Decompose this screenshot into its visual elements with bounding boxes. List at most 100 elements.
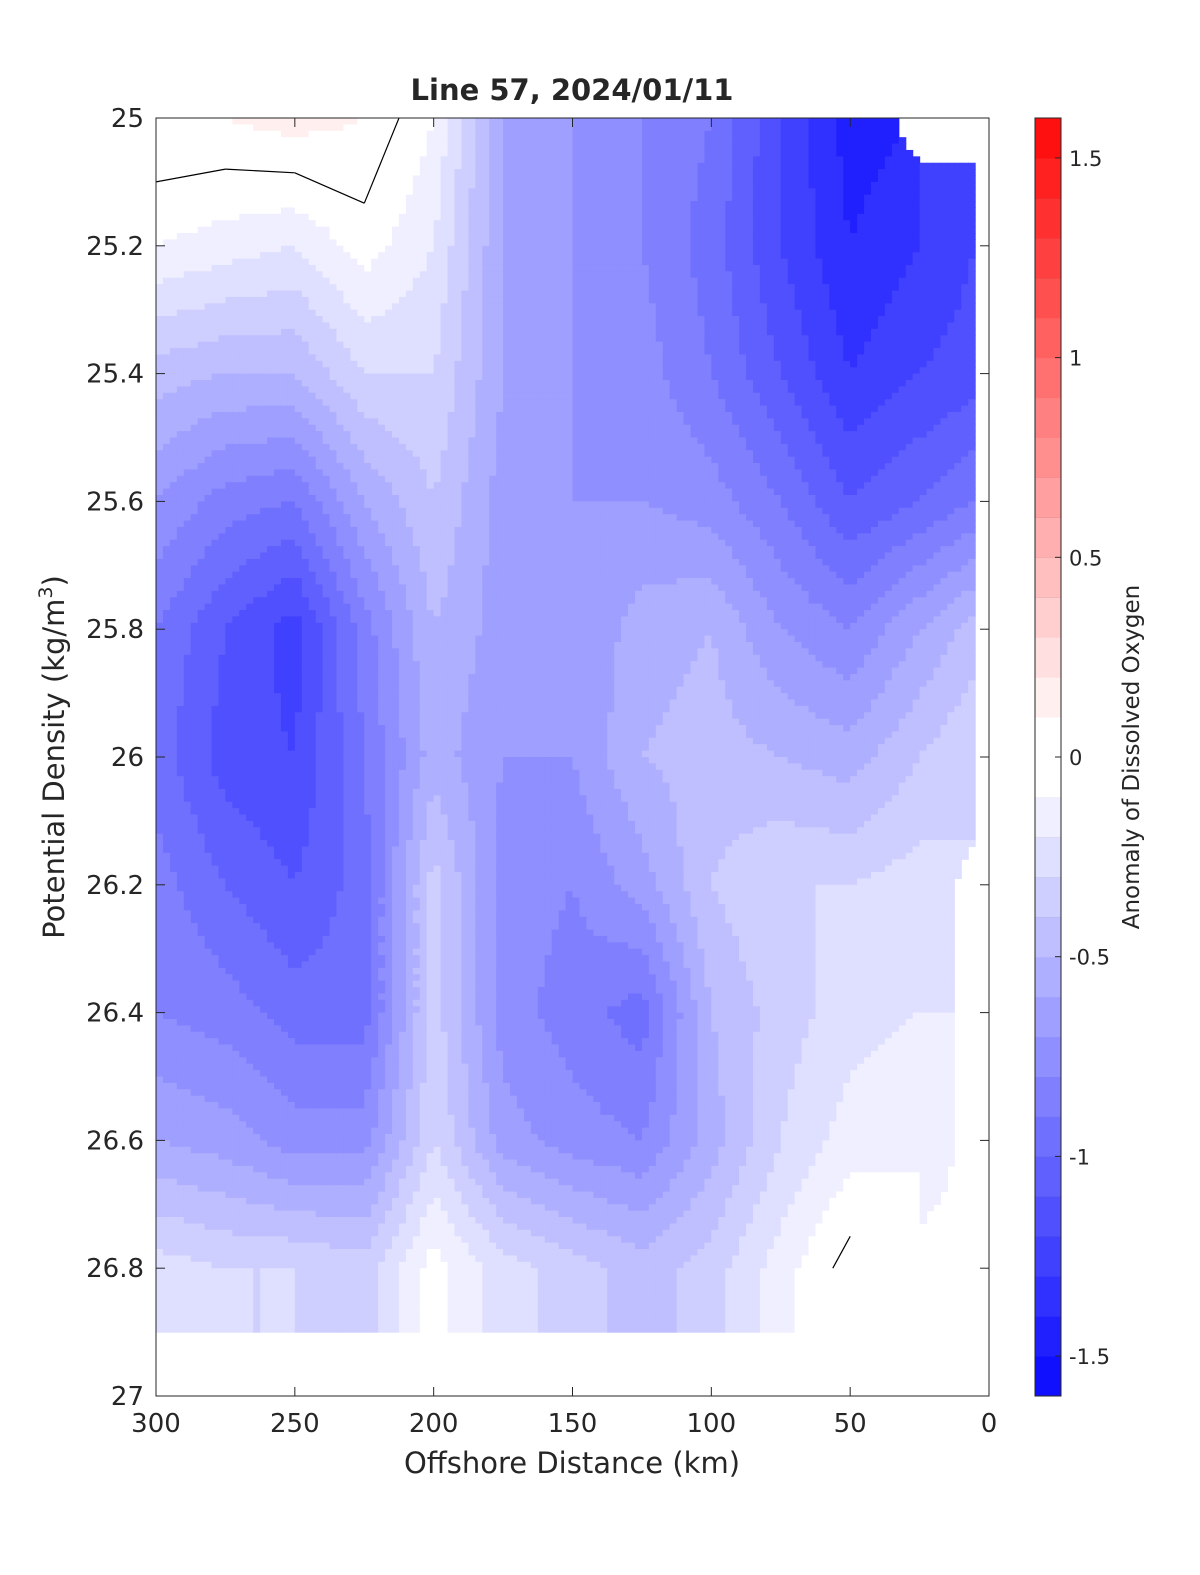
contour-cell <box>448 310 456 317</box>
contour-cell <box>510 246 518 253</box>
contour-cell <box>260 124 268 131</box>
contour-cell <box>836 169 844 176</box>
contour-cell <box>489 201 497 208</box>
contour-cell <box>545 348 553 355</box>
contour-cell <box>191 380 199 387</box>
contour-cell <box>628 278 636 285</box>
contour-cell <box>420 163 428 170</box>
contour-cell <box>239 303 247 310</box>
contour-cell <box>829 303 837 310</box>
contour-cell <box>420 367 428 374</box>
contour-cell <box>559 316 567 323</box>
contour-cell <box>961 342 969 349</box>
contour-cell <box>635 316 643 323</box>
contour-cell <box>420 118 428 125</box>
contour-cell <box>947 169 955 176</box>
contour-cell <box>670 380 678 387</box>
contour-cell <box>260 182 268 189</box>
contour-cell <box>295 252 303 259</box>
contour-cell <box>177 188 185 195</box>
contour-cell <box>760 124 768 131</box>
contour-cell <box>871 246 879 253</box>
contour-cell <box>448 361 456 368</box>
contour-cell <box>482 214 490 221</box>
contour-cell <box>260 284 268 291</box>
contour-cell <box>892 329 900 336</box>
contour-cell <box>336 169 344 176</box>
contour-cell <box>212 367 220 374</box>
contour-cell <box>635 252 643 259</box>
contour-cell <box>406 342 414 349</box>
contour-cell <box>545 137 553 144</box>
contour-cell <box>642 342 650 349</box>
contour-cell <box>316 265 324 272</box>
contour-cell <box>579 124 587 131</box>
contour-cell <box>399 220 407 227</box>
contour-cell <box>288 265 296 272</box>
contour-cell <box>309 386 317 393</box>
contour-cell <box>371 220 379 227</box>
contour-cell <box>635 239 643 246</box>
contour-cell <box>697 354 705 361</box>
contour-cell <box>552 322 560 329</box>
contour-cell <box>704 259 712 266</box>
contour-cell <box>836 220 844 227</box>
contour-cell <box>399 310 407 317</box>
contour-cell <box>538 207 546 214</box>
contour-cell <box>954 163 962 170</box>
contour-cell <box>746 188 754 195</box>
contour-cell <box>274 246 282 253</box>
contour-cell <box>691 201 699 208</box>
contour-cell <box>642 176 650 183</box>
contour-cell <box>961 348 969 355</box>
contour-cell <box>670 348 678 355</box>
contour-cell <box>843 201 851 208</box>
contour-cell <box>482 176 490 183</box>
contour-cell <box>788 329 796 336</box>
contour-cell <box>788 201 796 208</box>
contour-cell <box>253 335 261 342</box>
contour-cell <box>350 303 358 310</box>
contour-cell <box>954 176 962 183</box>
contour-cell <box>309 271 317 278</box>
contour-cell <box>892 163 900 170</box>
contour-cell <box>586 118 594 125</box>
contour-cell <box>461 361 469 368</box>
contour-cell <box>746 303 754 310</box>
contour-cell <box>954 227 962 234</box>
contour-cell <box>920 246 928 253</box>
contour-cell <box>239 195 247 202</box>
contour-cell <box>781 150 789 157</box>
contour-cell <box>704 316 712 323</box>
contour-cell <box>725 246 733 253</box>
contour-cell <box>260 329 268 336</box>
contour-cell <box>468 265 476 272</box>
contour-cell <box>336 361 344 368</box>
contour-cell <box>468 214 476 221</box>
contour-cell <box>434 361 442 368</box>
contour-cell <box>461 322 469 329</box>
contour-cell <box>316 284 324 291</box>
contour-cell <box>691 188 699 195</box>
contour-cell <box>184 271 192 278</box>
contour-cell <box>677 156 685 163</box>
contour-cell <box>267 176 275 183</box>
contour-cell <box>725 252 733 259</box>
contour-cell <box>454 163 462 170</box>
contour-cell <box>677 329 685 336</box>
contour-cell <box>184 118 192 125</box>
contour-cell <box>649 169 657 176</box>
contour-cell <box>385 386 393 393</box>
contour-cell <box>913 303 921 310</box>
contour-cell <box>697 176 705 183</box>
contour-cell <box>406 182 414 189</box>
contour-cell <box>156 380 164 387</box>
contour-cell <box>899 303 907 310</box>
contour-cell <box>850 303 858 310</box>
contour-cell <box>899 361 907 368</box>
contour-cell <box>191 259 199 266</box>
contour-cell <box>822 156 830 163</box>
contour-cell <box>892 239 900 246</box>
contour-cell <box>253 124 261 131</box>
contour-cell <box>760 207 768 214</box>
